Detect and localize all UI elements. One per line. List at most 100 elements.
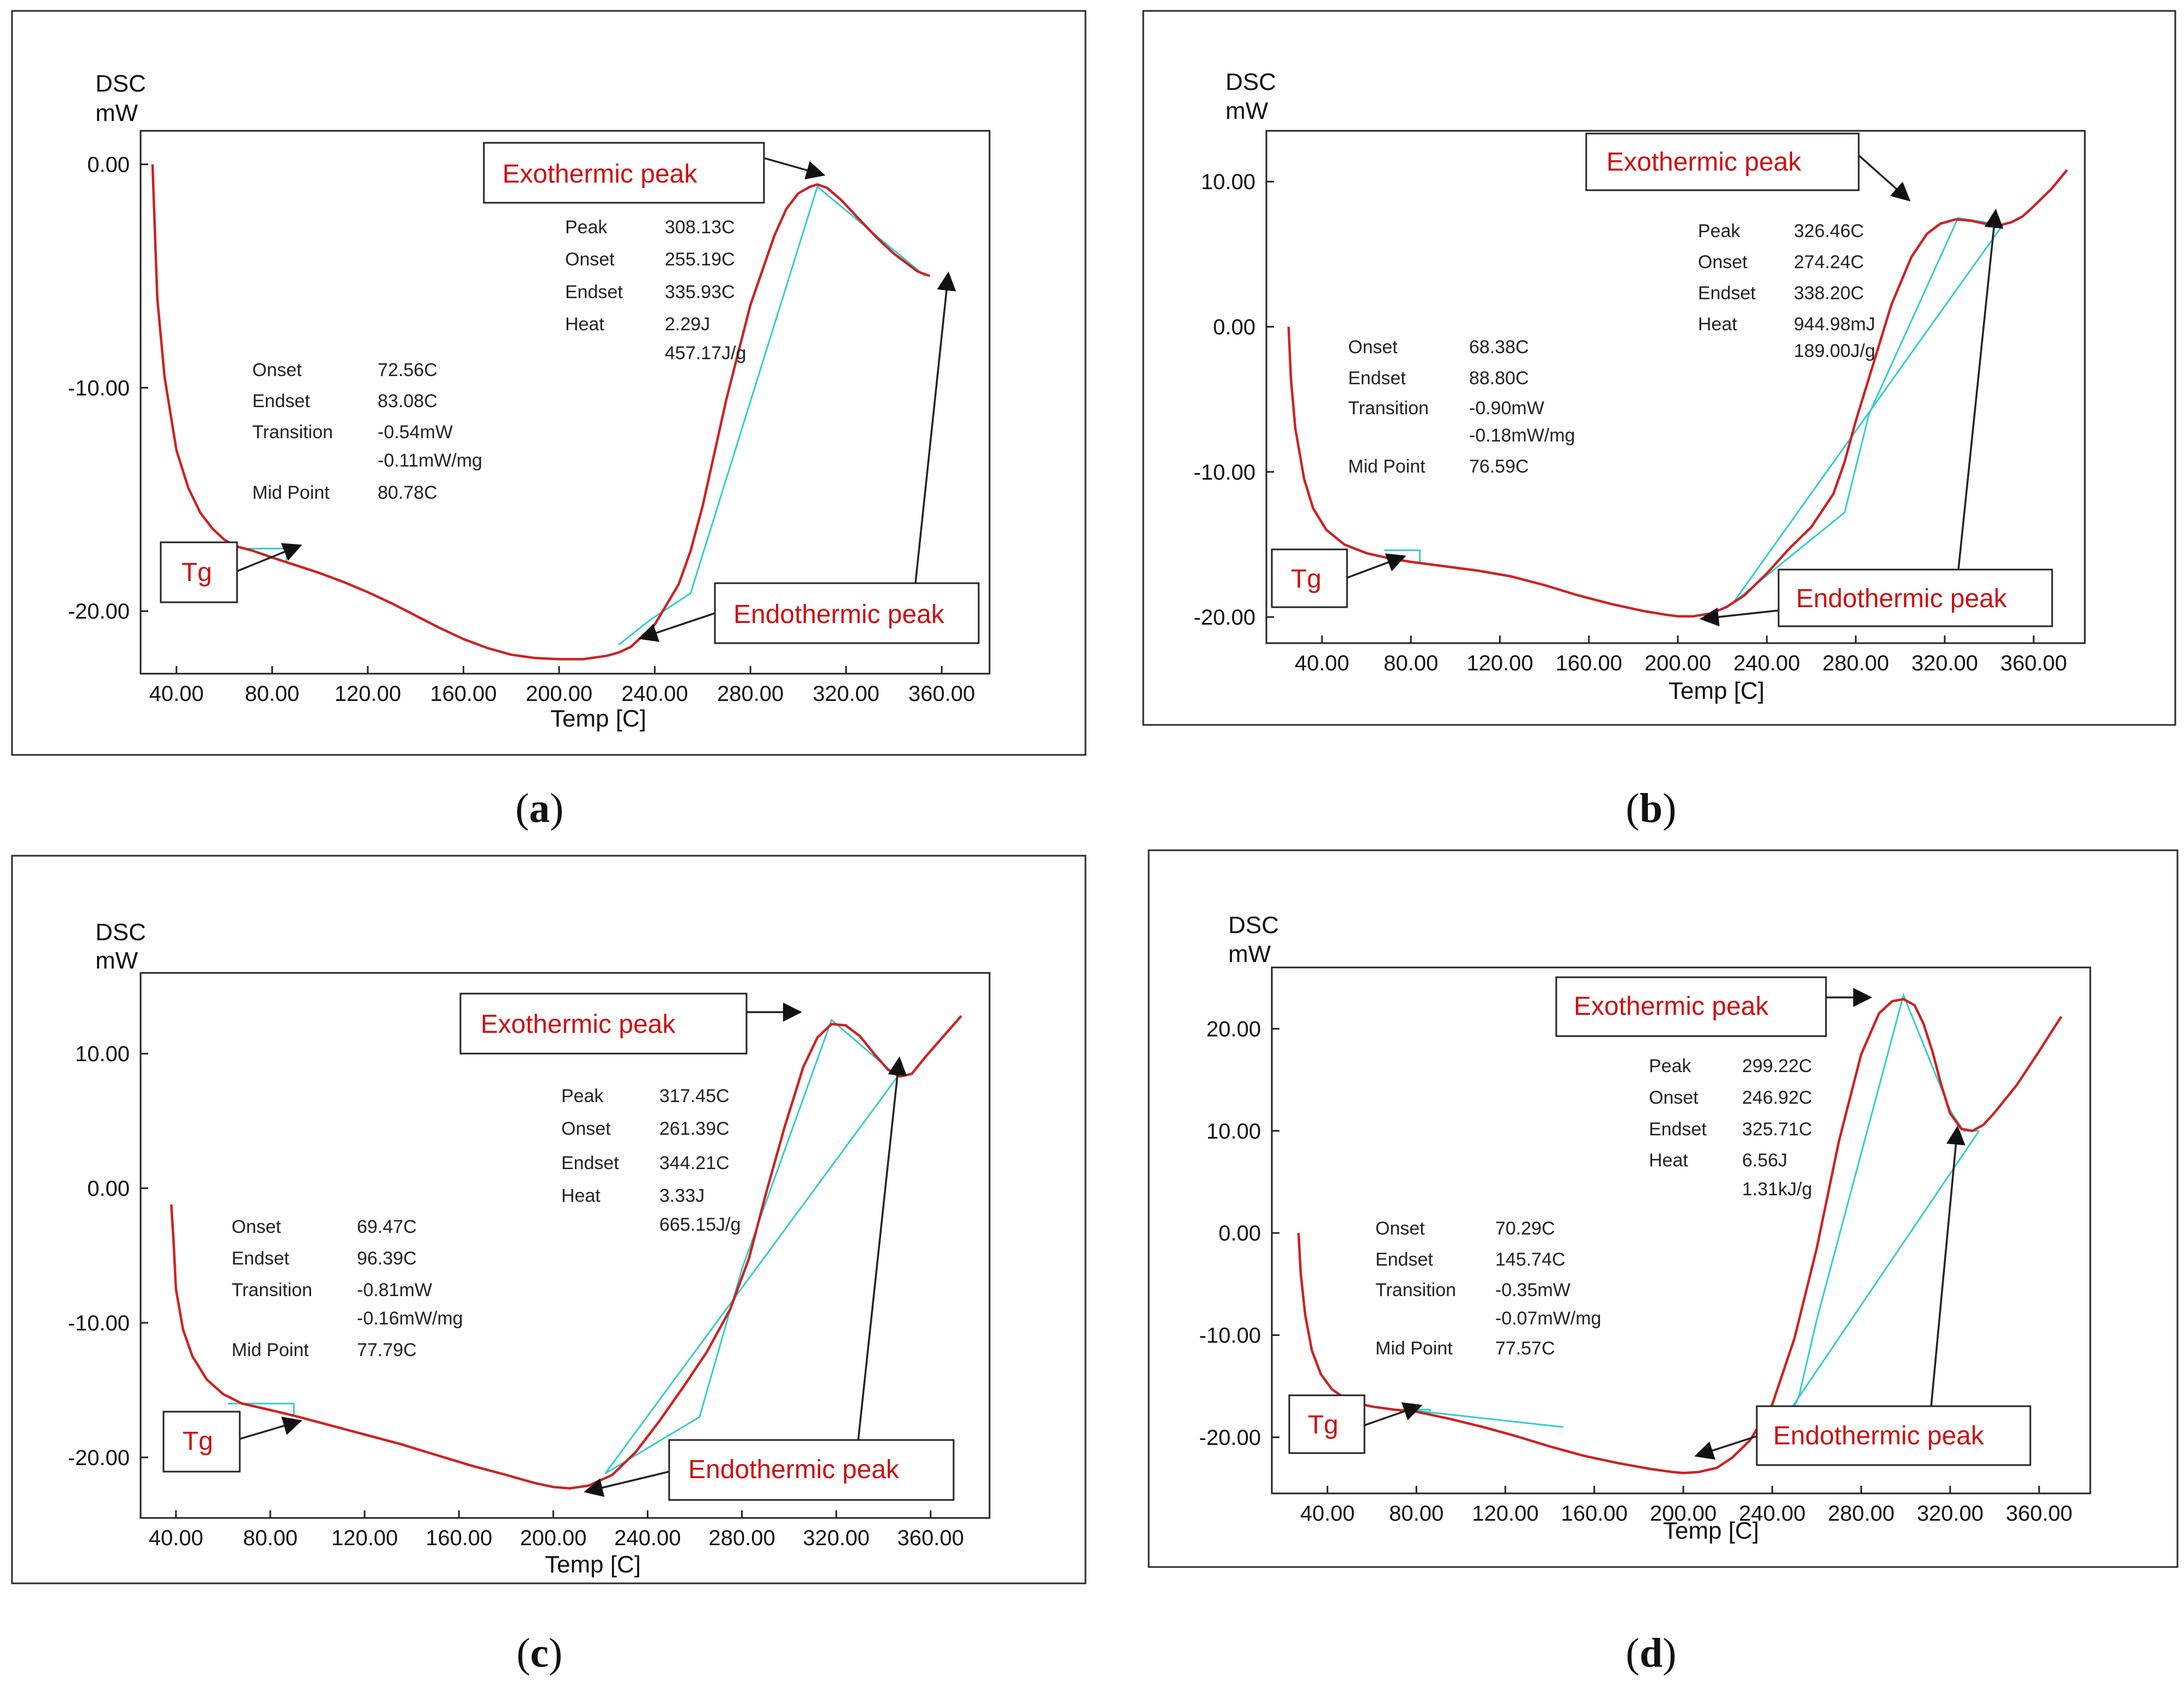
y-axis-unit: mW (1228, 941, 1271, 967)
dsc-curve (1287, 169, 2068, 618)
y-axis-unit: mW (95, 100, 138, 126)
tg-callout-label: Tg (183, 1427, 213, 1456)
y-tick-label: -10.00 (1199, 1324, 1261, 1348)
x-tick-label: 360.00 (2006, 1502, 2072, 1526)
peak-endset-value: 335.93C (665, 282, 735, 302)
dsc-chart-a: DSC mW 0.00 -10.00 -20.00 40.00 80.00 120.00 1… (11, 10, 1087, 756)
heat-label: Heat (565, 314, 604, 335)
x-tick-label: 320.00 (813, 682, 879, 706)
endothermic-callout-box (1756, 1405, 2031, 1466)
peak-baseline-2 (1785, 1130, 1980, 1418)
tg-endset-label: Endset (1348, 368, 1406, 389)
tg-annotation-table: Onset 72.56C Endset 83.08C Transition -0… (252, 360, 482, 503)
x-tick-label: 80.00 (1384, 651, 1438, 675)
heat-value-per-gram: 457.17J/g (665, 343, 746, 364)
y-tick-label: -20.00 (1199, 1426, 1261, 1450)
endothermic-arrow-1 (1700, 607, 1779, 627)
x-tick-label: 160.00 (426, 1526, 492, 1550)
caption-d: (d) (1625, 1630, 1677, 1676)
x-tick-label: 40.00 (149, 682, 204, 706)
peak-onset-value: 255.19C (665, 249, 735, 270)
endothermic-callout-label: Endothermic peak (733, 600, 945, 629)
tg-midpoint-label: Mid Point (252, 482, 330, 503)
x-tick-label: 320.00 (1912, 651, 1978, 675)
peak-annotation-table: Peak 326.46C Onset 274.24C Endset 338.20… (1698, 221, 1875, 361)
tg-onset-label: Onset (252, 360, 302, 380)
x-tick-label: 240.00 (1733, 651, 1800, 675)
tg-callout-label: Tg (1291, 565, 1321, 594)
tg-transition-value-2: -0.07mW/mg (1495, 1308, 1601, 1329)
dsc-curve (1297, 997, 2062, 1474)
plot-border (1271, 966, 2091, 1495)
tg-endset-label: Endset (232, 1248, 289, 1269)
endothermic-callout-box (1777, 568, 2053, 627)
endothermic-callout: Endothermic peak (714, 582, 980, 644)
exothermic-callout: Exothermic peak (459, 993, 748, 1055)
endothermic-callout-label: Endothermic peak (1773, 1421, 1985, 1450)
exothermic-arrow (1858, 154, 1911, 202)
x-axis-title: Temp [C] (550, 705, 646, 732)
tg-endset-value: 96.39C (357, 1248, 417, 1269)
endothermic-callout-label: Endothermic peak (1796, 584, 2007, 613)
tg-arrow (1346, 553, 1406, 579)
tg-transition-label: Transition (1375, 1280, 1456, 1300)
y-tick-label: 0.00 (1213, 315, 1255, 339)
tg-annotation-table: Onset 70.29C Endset 145.74C Transition -… (1375, 1218, 1601, 1359)
x-tick-label: 40.00 (149, 1526, 203, 1550)
tg-callout-label: Tg (181, 558, 212, 587)
tg-transition-value: -0.81mW (357, 1280, 432, 1300)
x-tick-label: 120.00 (1466, 651, 1533, 675)
exothermic-callout-label: Exothermic peak (481, 1010, 676, 1039)
exothermic-callout-label: Exothermic peak (502, 160, 697, 189)
tg-callout-box (160, 541, 238, 603)
dsc-curve (151, 164, 931, 661)
tg-annotation-table: Onset 68.38C Endset 88.80C Transition -0… (1348, 337, 1575, 477)
tg-endset-label: Endset (1375, 1249, 1433, 1270)
tg-callout: Tg (160, 541, 238, 603)
endothermic-callout: Endothermic peak (1777, 568, 2053, 627)
peak-endset-label: Endset (1649, 1119, 1707, 1140)
tg-midpoint-label: Mid Point (1375, 1338, 1453, 1359)
peak-label: Peak (1698, 221, 1740, 241)
tg-onset-value: 72.56C (378, 360, 438, 380)
x-tick-label: 120.00 (331, 1526, 398, 1550)
x-tick-label: 280.00 (717, 682, 784, 706)
exothermic-callout-box (1555, 976, 1827, 1037)
tg-baseline (228, 1402, 295, 1414)
peak-annotation-table: Peak 317.45C Onset 261.39C Endset 344.21… (561, 1086, 741, 1235)
heat-label: Heat (1698, 314, 1737, 335)
endothermic-callout-box (668, 1439, 955, 1501)
dsc-curve (170, 1015, 962, 1490)
peak-endset-value: 338.20C (1794, 283, 1864, 304)
x-tick-label: 280.00 (1828, 1502, 1894, 1526)
heat-label: Heat (1649, 1150, 1688, 1171)
dsc-chart-c: DSC mW 10.00 0.00 -10.00 -20.00 40.00 80.00 12… (11, 855, 1087, 1584)
heat-value: 2.29J (665, 314, 710, 335)
peak-endset-label: Endset (1698, 283, 1756, 304)
tg-endset-value: 145.74C (1495, 1249, 1566, 1270)
tg-callout: Tg (1288, 1394, 1366, 1454)
tg-onset-value: 69.47C (357, 1217, 417, 1237)
tg-endset-value: 88.80C (1469, 368, 1529, 389)
peak-onset-label: Onset (1649, 1087, 1698, 1108)
peak-annotation-table: Peak 299.22C Onset 246.92C Endset 325.71… (1649, 1056, 1812, 1200)
exothermic-callout-box (483, 142, 765, 204)
x-tick-label: 120.00 (1472, 1502, 1538, 1526)
heat-value: 3.33J (659, 1185, 705, 1206)
exothermic-callout-label: Exothermic peak (1574, 992, 1769, 1021)
peak-value: 317.45C (659, 1086, 730, 1106)
peak-onset-value: 246.92C (1742, 1087, 1812, 1108)
x-tick-label: 320.00 (1917, 1502, 1983, 1526)
tg-arrow (236, 543, 302, 572)
peak-endset-label: Endset (561, 1153, 619, 1173)
endothermic-arrow-2 (914, 271, 956, 584)
peak-value: 308.13C (665, 217, 735, 238)
x-axis-title: Temp [C] (1663, 1517, 1759, 1544)
tg-transition-label: Transition (252, 422, 333, 443)
x-tick-label: 80.00 (243, 1526, 298, 1550)
tg-endset-label: Endset (252, 391, 310, 412)
peak-onset-label: Onset (565, 249, 615, 270)
heat-value-per-gram: 1.31kJ/g (1742, 1179, 1812, 1200)
caption-b: (b) (1625, 785, 1677, 831)
tg-onset-label: Onset (232, 1217, 281, 1237)
